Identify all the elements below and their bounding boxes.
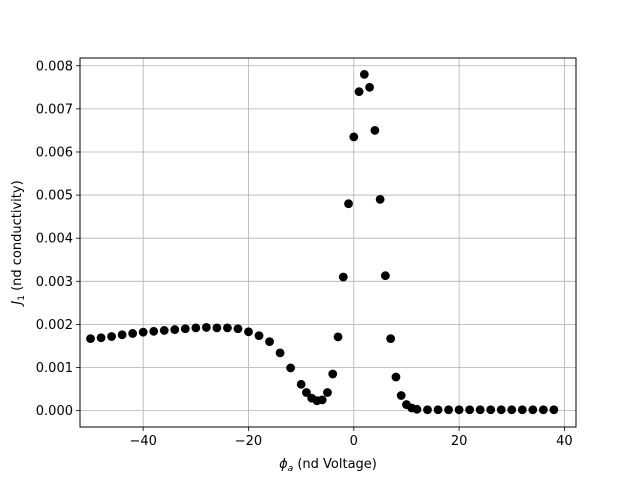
y-tick-label: 0.000	[36, 404, 73, 419]
x-tick-label: 0	[350, 434, 358, 449]
data-point	[454, 405, 464, 415]
data-point	[201, 323, 211, 332]
data-point	[96, 333, 106, 343]
grid	[80, 58, 576, 427]
data-point	[375, 194, 385, 204]
data-point	[302, 388, 311, 397]
y-axis-label-subscript: 1	[17, 295, 27, 301]
x-tick-label: 20	[451, 434, 468, 449]
data-point	[149, 326, 159, 336]
data-point	[138, 327, 148, 337]
data-point	[244, 327, 253, 337]
y-tick-label: 0.005	[36, 189, 73, 204]
data-point	[370, 126, 380, 135]
y-axis-label: J1 (nd conductivity)	[10, 180, 27, 307]
data-point	[486, 405, 496, 415]
data-point	[380, 271, 390, 281]
data-point	[465, 405, 475, 415]
data-point	[296, 379, 306, 389]
data-points	[86, 69, 559, 415]
y-axis-label-symbol: J	[10, 301, 25, 308]
data-point	[444, 405, 453, 415]
x-axis-label-symbol: ϕ	[279, 457, 288, 472]
x-axis-label-text: (nd Voltage)	[293, 457, 377, 472]
data-point	[496, 405, 506, 415]
data-point	[254, 331, 264, 341]
data-point	[128, 329, 138, 338]
data-point	[333, 332, 343, 342]
data-point	[386, 334, 396, 344]
data-point	[170, 325, 180, 334]
data-point	[507, 405, 517, 415]
data-point	[328, 369, 338, 379]
x-axis-label: ϕa (nd Voltage)	[279, 457, 377, 474]
data-point	[180, 324, 190, 334]
data-point	[538, 405, 548, 415]
data-point	[396, 391, 406, 400]
x-axis-label-subscript: a	[288, 464, 294, 474]
plot-frame	[79, 57, 577, 428]
data-point	[265, 337, 274, 347]
y-tick-label: 0.006	[36, 145, 73, 160]
y-tick-label: 0.007	[36, 102, 73, 117]
y-tick-label: 0.004	[36, 232, 73, 247]
data-point	[233, 324, 243, 334]
y-tick-label: 0.001	[36, 361, 73, 376]
data-point	[323, 388, 332, 397]
y-tick-label: 0.002	[36, 318, 73, 333]
data-point	[86, 334, 95, 344]
data-point	[212, 323, 222, 333]
data-point	[349, 132, 359, 142]
data-point	[528, 405, 538, 415]
data-point	[344, 199, 353, 209]
data-point	[359, 69, 369, 79]
data-point	[117, 330, 127, 340]
data-point	[275, 348, 285, 358]
data-point	[549, 405, 559, 415]
y-tick-label: 0.003	[36, 275, 73, 290]
data-point	[354, 87, 364, 97]
data-point	[433, 405, 443, 415]
data-point	[159, 326, 169, 335]
x-tick-label: −40	[129, 434, 156, 449]
data-point	[191, 323, 201, 333]
data-point	[475, 405, 485, 415]
data-point	[223, 323, 232, 333]
data-point	[338, 272, 348, 282]
x-tick-label: −20	[235, 434, 262, 449]
y-tick-label: 0.008	[36, 59, 73, 74]
y-axis-label-text: (nd conductivity)	[10, 180, 25, 295]
data-point	[317, 395, 327, 405]
data-point	[423, 405, 432, 415]
data-point	[517, 405, 527, 415]
data-point	[365, 82, 374, 92]
data-point	[391, 372, 401, 382]
data-point	[286, 363, 296, 373]
data-point	[107, 332, 116, 341]
data-point	[412, 404, 422, 414]
x-tick-label: 40	[556, 434, 573, 449]
ticks: −40 −20 0 20 40 0.000 0.001 0.002 0.003 0.004 0.00…	[36, 59, 573, 449]
